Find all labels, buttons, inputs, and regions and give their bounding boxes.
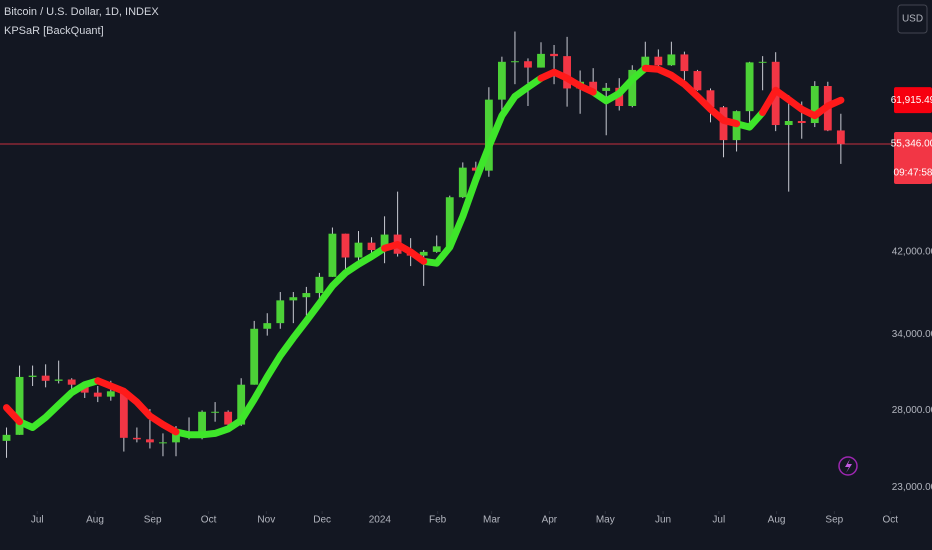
- x-tick-label: Jul: [712, 515, 725, 526]
- candle-body: [172, 431, 180, 443]
- indicator-name: KPSaR [BackQuant]: [4, 25, 104, 37]
- candle-body: [289, 297, 298, 301]
- candle-body: [2, 434, 11, 441]
- currency-button[interactable]: [897, 4, 928, 34]
- x-tick-label: Apr: [542, 515, 558, 526]
- indicator-line: [16, 64, 767, 439]
- candle-body: [328, 233, 337, 277]
- x-tick-label: Dec: [313, 515, 331, 526]
- candle-body: [497, 61, 506, 100]
- candle-body: [119, 391, 128, 438]
- y-tick-label: 28,000.00: [892, 405, 932, 416]
- x-tick-label: Feb: [429, 515, 447, 526]
- x-tick-label: Jun: [655, 515, 671, 526]
- candle-body: [146, 439, 154, 443]
- candle-body: [250, 328, 259, 385]
- candle-body: [550, 53, 558, 57]
- candle-body: [511, 61, 519, 63]
- x-tick-label: Jul: [31, 515, 44, 526]
- currency-label[interactable]: USD: [902, 14, 923, 25]
- candle-body: [354, 242, 363, 258]
- candle-body: [224, 411, 233, 425]
- candle-body: [745, 62, 754, 112]
- lightning-icon[interactable]: [838, 456, 858, 476]
- candle-body: [198, 411, 206, 437]
- indicator-line: [3, 64, 845, 436]
- candle-body: [524, 61, 532, 68]
- candle-body: [237, 384, 246, 425]
- candle-body: [302, 293, 311, 298]
- candle-body: [537, 53, 545, 68]
- candle-body: [628, 69, 637, 106]
- y-tick-label: 42,000.00: [892, 247, 932, 258]
- price-label-box: [894, 87, 932, 114]
- candle-body: [159, 442, 167, 444]
- candle-body: [276, 300, 285, 324]
- candle-body: [602, 87, 611, 91]
- candle-body: [28, 375, 37, 377]
- x-tick-label: Mar: [483, 515, 501, 526]
- price-label-box: [894, 132, 932, 185]
- candle-body: [784, 121, 793, 126]
- icon-bolt[interactable]: [845, 459, 852, 473]
- price-label: 55,346.00: [891, 139, 932, 150]
- candle-body: [563, 56, 571, 89]
- candle-body: [380, 234, 389, 251]
- candle-body: [445, 197, 454, 247]
- x-tick-label: Nov: [257, 515, 275, 526]
- candle-body: [93, 392, 102, 397]
- price-label: 61,915.49: [891, 95, 932, 106]
- candle-body: [106, 391, 115, 397]
- candle-body: [471, 167, 480, 171]
- candle-body: [263, 323, 272, 329]
- y-tick-label: 23,000.00: [892, 482, 932, 493]
- candle-body: [419, 251, 428, 256]
- x-tick-label: 2024: [369, 515, 392, 526]
- candle-body: [41, 375, 50, 381]
- candle-body: [836, 130, 845, 145]
- candle-body: [15, 376, 24, 435]
- candle-body: [484, 99, 493, 171]
- candle-body: [641, 56, 650, 70]
- x-tick-label: Sep: [825, 515, 843, 526]
- candle-body: [132, 437, 141, 440]
- candle-body: [589, 81, 598, 91]
- candle-body: [458, 167, 467, 198]
- candle-body: [654, 56, 663, 66]
- candle-body: [54, 379, 63, 381]
- countdown: 09:47:58: [894, 168, 932, 179]
- candle-body: [315, 276, 324, 294]
- candle-body: [367, 242, 376, 251]
- candle-body: [758, 61, 767, 63]
- x-tick-label: Aug: [86, 515, 104, 526]
- candle-body: [67, 379, 76, 385]
- icon-ring[interactable]: [838, 456, 858, 476]
- candle-body: [797, 121, 806, 124]
- plot-area: [0, 31, 893, 458]
- candle-body: [693, 71, 702, 91]
- candle-body: [706, 90, 715, 108]
- x-tick-label: May: [596, 515, 615, 526]
- candle-body: [810, 86, 819, 124]
- x-tick-label: Sep: [144, 515, 162, 526]
- candle-body: [211, 411, 220, 413]
- candle-body: [341, 233, 350, 258]
- candle-body: [667, 54, 676, 66]
- x-tick-label: Oct: [882, 515, 898, 526]
- x-tick-label: Aug: [768, 515, 786, 526]
- x-tick-label: Oct: [201, 515, 217, 526]
- y-tick-label: 34,000.00: [892, 329, 932, 340]
- candle-body: [432, 246, 441, 252]
- candle-body: [680, 54, 689, 72]
- chart-title: Bitcoin / U.S. Dollar, 1D, INDEX: [4, 6, 159, 18]
